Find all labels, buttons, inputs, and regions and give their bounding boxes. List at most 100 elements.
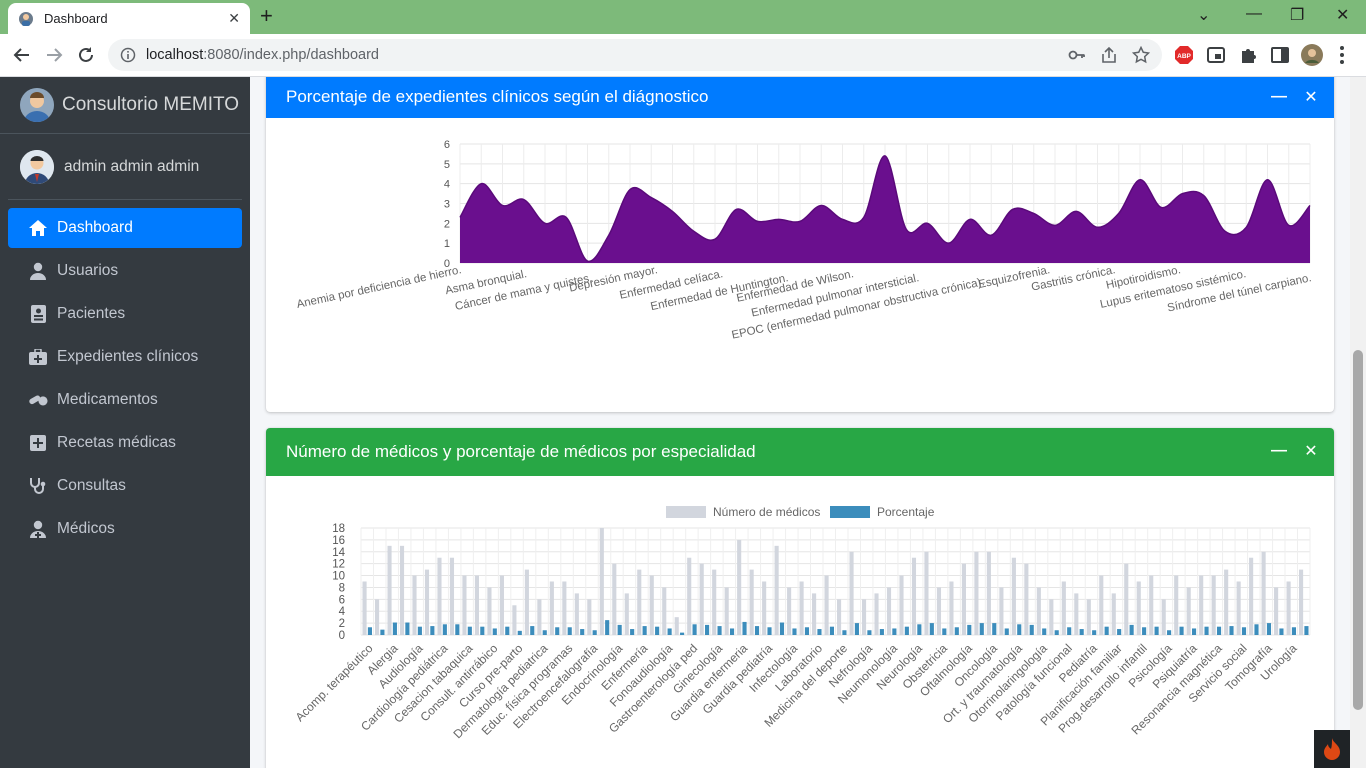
bar-porcentaje (1154, 626, 1159, 635)
side-panel-icon[interactable] (1269, 44, 1291, 66)
y-tick-label: 16 (332, 535, 345, 547)
sidebar-item-label: Medicamentos (57, 391, 158, 408)
bar-numero-medicos (974, 551, 979, 635)
tab-close-icon[interactable]: ✕ (228, 10, 240, 26)
minimize-icon[interactable]: — (1246, 5, 1262, 22)
tab-search-icon[interactable]: ⌄ (1197, 7, 1211, 24)
bar-porcentaje (1142, 627, 1147, 635)
picture-in-picture-icon[interactable] (1205, 44, 1227, 66)
bar-numero-medicos (699, 563, 704, 635)
url-host: localhost (146, 47, 204, 63)
bar-numero-medicos (749, 569, 754, 635)
bar-numero-medicos (624, 593, 629, 635)
page-scrollbar[interactable] (1350, 77, 1366, 768)
y-tick-label: 2 (339, 618, 345, 630)
back-arrow-icon[interactable] (11, 44, 33, 66)
sidebar-item-medicamentos[interactable]: Medicamentos (8, 380, 242, 420)
bar-numero-medicos (1161, 599, 1166, 635)
bar-porcentaje (1129, 624, 1134, 635)
sidebar-item-recetas[interactable]: Recetas médicas (8, 423, 242, 463)
close-icon[interactable]: ✕ (1304, 89, 1318, 106)
bar-numero-medicos (612, 563, 617, 635)
user-avatar-icon (20, 149, 54, 184)
svg-text:ABP: ABP (1177, 53, 1191, 60)
extensions-puzzle-icon[interactable] (1237, 44, 1259, 66)
sidebar-item-expedientes[interactable]: Expedientes clínicos (8, 337, 242, 377)
share-icon[interactable] (1100, 46, 1118, 64)
bar-numero-medicos (1011, 557, 1016, 635)
y-tick-label: 6 (339, 594, 345, 606)
bar-numero-medicos (562, 581, 567, 635)
bar-porcentaje (917, 624, 922, 635)
pills-icon (28, 390, 48, 410)
sidebar-item-pacientes[interactable]: Pacientes (8, 294, 242, 334)
bar-numero-medicos (474, 575, 480, 635)
bar-numero-medicos (512, 605, 517, 635)
card-title: Porcentaje de expedientes clínicos según… (286, 87, 709, 106)
profile-avatar-icon[interactable] (1301, 44, 1323, 66)
close-icon[interactable]: ✕ (1304, 443, 1318, 460)
bar-numero-medicos (836, 599, 842, 635)
bar-porcentaje (1092, 630, 1097, 635)
brand-logo-icon (20, 88, 54, 122)
bar-numero-medicos (687, 557, 692, 635)
bar-numero-medicos (499, 575, 504, 635)
bar-numero-medicos (1236, 581, 1241, 635)
bar-numero-medicos (1286, 581, 1291, 635)
y-tick-label: 12 (332, 559, 345, 571)
reload-icon[interactable] (75, 44, 97, 66)
bar-porcentaje (1079, 629, 1084, 635)
bar-numero-medicos (1111, 593, 1116, 635)
bar-numero-medicos (649, 575, 654, 635)
bar-numero-medicos (787, 587, 792, 635)
bar-porcentaje (455, 624, 460, 635)
adblock-icon[interactable]: ABP (1173, 44, 1195, 66)
bar-numero-medicos (449, 557, 455, 635)
bar-porcentaje (1304, 626, 1309, 635)
bar-porcentaje (1204, 626, 1209, 635)
bar-numero-medicos (387, 545, 392, 635)
sidebar-item-consultas[interactable]: Consultas (8, 466, 242, 506)
site-info-icon[interactable] (120, 47, 136, 63)
card-title: Número de médicos y porcentaje de médico… (286, 442, 756, 461)
bar-porcentaje (804, 627, 810, 635)
sidebar-item-dashboard[interactable]: Dashboard (8, 208, 242, 248)
browser-menu-icon[interactable] (1340, 46, 1344, 64)
bar-numero-medicos (462, 575, 467, 635)
bar-porcentaje (392, 622, 397, 635)
address-bar[interactable]: localhost:8080/index.php/dashboard (108, 39, 1162, 71)
bar-numero-medicos (1061, 581, 1066, 635)
y-tick-label: 6 (444, 139, 450, 151)
bookmark-star-icon[interactable] (1132, 46, 1150, 64)
browser-tab[interactable]: Dashboard ✕ (8, 3, 250, 34)
bar-numero-medicos (886, 587, 892, 635)
brand-link[interactable]: Consultorio MEMITO (0, 77, 250, 134)
collapse-icon[interactable]: — (1271, 88, 1287, 105)
collapse-icon[interactable]: — (1271, 442, 1287, 459)
card-header-especialidad: Número de médicos y porcentaje de médico… (266, 428, 1334, 476)
sidebar-item-label: Usuarios (57, 262, 119, 279)
bar-porcentaje (555, 627, 560, 635)
user-panel[interactable]: admin admin admin (8, 134, 242, 200)
sidebar-item-medicos[interactable]: Médicos (8, 509, 242, 549)
card-header-diagnostico: Porcentaje de expedientes clínicos según… (266, 77, 1334, 118)
x-tick-label: Anemia por deficiencia de hierro. (296, 264, 463, 311)
scrollbar-thumb[interactable] (1353, 350, 1363, 710)
sidebar-item-usuarios[interactable]: Usuarios (8, 251, 242, 291)
bar-numero-medicos (899, 575, 904, 635)
forward-arrow-icon[interactable] (43, 44, 65, 66)
y-tick-label: 0 (444, 258, 450, 270)
window-close-icon[interactable]: ✕ (1336, 7, 1350, 24)
key-icon[interactable] (1068, 46, 1086, 64)
bar-numero-medicos (1174, 575, 1179, 635)
id-card-icon (28, 304, 48, 324)
bar-porcentaje (1279, 628, 1284, 635)
bar-numero-medicos (1186, 587, 1191, 635)
restore-icon[interactable]: ❐ (1290, 7, 1305, 24)
bar-numero-medicos (537, 599, 542, 635)
new-tab-icon[interactable]: + (260, 3, 273, 28)
codeigniter-flame-icon[interactable] (1314, 730, 1350, 768)
sidebar-item-label: Consultas (57, 477, 126, 494)
bar-porcentaje (1191, 628, 1197, 635)
bar-numero-medicos (874, 593, 879, 635)
